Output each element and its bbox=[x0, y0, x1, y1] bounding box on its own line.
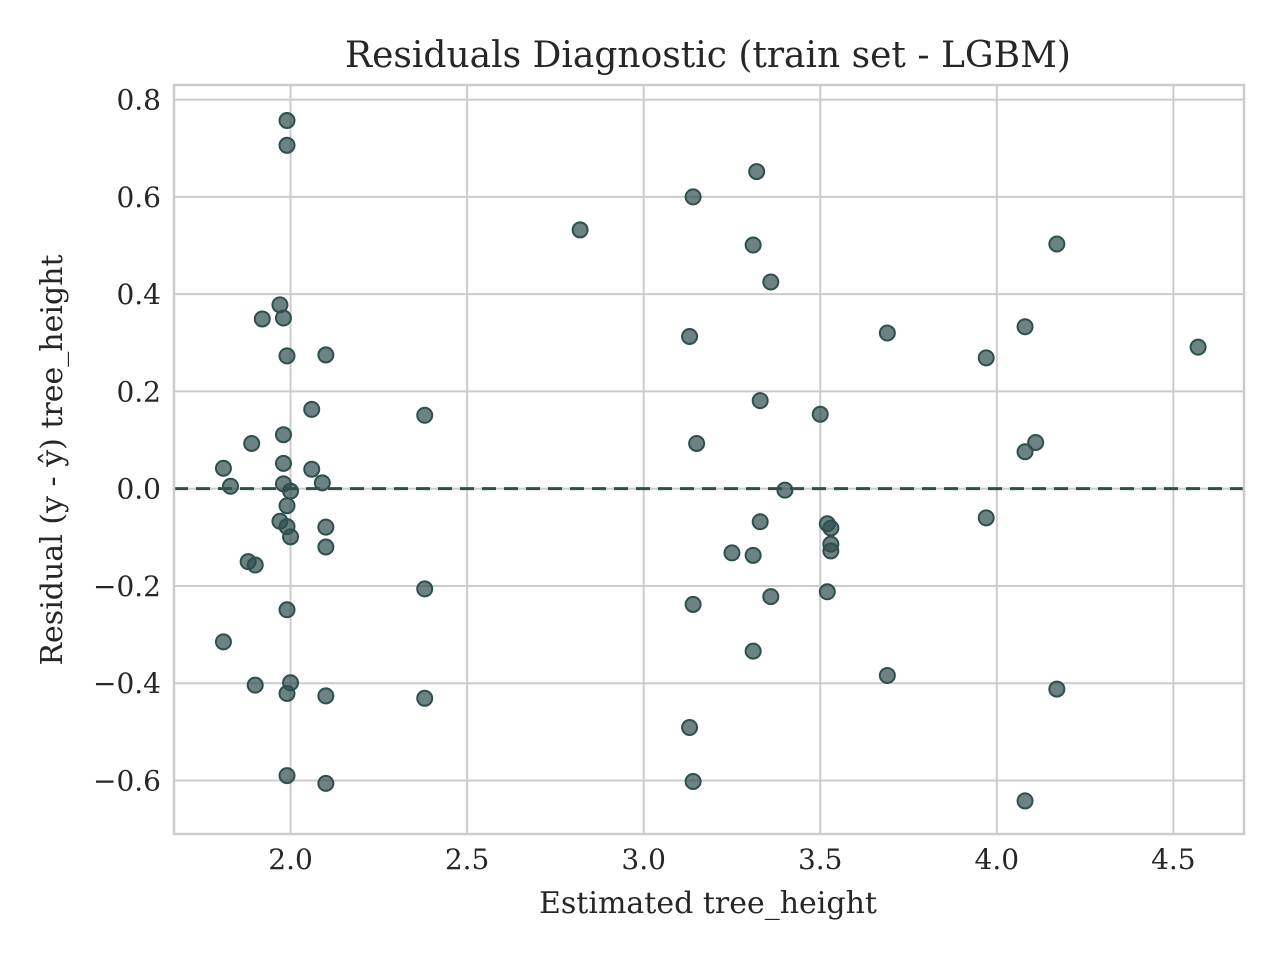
data-points bbox=[214, 112, 1207, 810]
data-point bbox=[317, 518, 335, 536]
x-tick-labels: 2.0 2.5 3.0 3.5 4.0 4.5 bbox=[268, 843, 1195, 876]
data-point bbox=[253, 310, 271, 328]
data-point bbox=[776, 481, 794, 499]
chart-title: Residuals Diagnostic (train set - LGBM) bbox=[345, 35, 1071, 76]
data-point bbox=[684, 188, 702, 206]
data-point bbox=[246, 556, 264, 574]
data-point bbox=[214, 633, 232, 651]
data-point bbox=[1027, 433, 1045, 451]
data-point bbox=[751, 513, 769, 531]
data-point bbox=[822, 519, 840, 537]
data-point bbox=[416, 580, 434, 598]
data-point bbox=[751, 392, 769, 410]
data-point bbox=[744, 236, 762, 254]
y-tick-label: 0.8 bbox=[116, 84, 161, 117]
x-tick-label: 4.0 bbox=[975, 843, 1020, 876]
data-point bbox=[878, 324, 896, 342]
data-point bbox=[1016, 792, 1034, 810]
x-axis-label: Estimated tree_height bbox=[539, 886, 877, 921]
data-point bbox=[317, 346, 335, 364]
data-point bbox=[1048, 235, 1066, 253]
plot-frame bbox=[172, 83, 1246, 836]
data-point bbox=[246, 676, 264, 694]
x-tick-label: 2.0 bbox=[268, 843, 313, 876]
data-point bbox=[278, 112, 296, 130]
data-point bbox=[274, 309, 292, 327]
x-tick-label: 4.5 bbox=[1151, 843, 1196, 876]
data-point bbox=[278, 136, 296, 154]
data-point bbox=[818, 583, 836, 601]
data-point bbox=[317, 774, 335, 792]
data-point bbox=[748, 163, 766, 181]
data-point bbox=[688, 434, 706, 452]
data-point bbox=[303, 400, 321, 418]
data-point bbox=[1016, 443, 1034, 461]
data-point bbox=[313, 474, 331, 492]
data-point bbox=[571, 221, 589, 239]
data-point bbox=[303, 460, 321, 478]
y-tick-label: 0.4 bbox=[116, 278, 161, 311]
y-tick-label: −0.2 bbox=[93, 570, 161, 603]
y-tick-labels: 0.8 0.6 0.4 0.2 0.0 −0.2 −0.4 −0.6 bbox=[93, 84, 161, 798]
data-point bbox=[681, 718, 699, 736]
data-point bbox=[878, 666, 896, 684]
data-point bbox=[282, 528, 300, 546]
data-point bbox=[744, 546, 762, 564]
y-tick-label: 0.6 bbox=[116, 181, 161, 214]
data-point bbox=[416, 689, 434, 707]
data-point bbox=[274, 426, 292, 444]
data-point bbox=[681, 327, 699, 345]
x-tick-label: 3.0 bbox=[621, 843, 666, 876]
data-point bbox=[1189, 338, 1207, 356]
data-point bbox=[977, 349, 995, 367]
y-tick-label: −0.4 bbox=[93, 667, 161, 700]
data-point bbox=[762, 273, 780, 291]
data-point bbox=[762, 588, 780, 606]
data-point bbox=[1048, 680, 1066, 698]
data-point bbox=[822, 542, 840, 560]
y-tick-label: −0.6 bbox=[93, 765, 161, 798]
y-tick-label: 0.2 bbox=[116, 375, 161, 408]
data-point bbox=[278, 497, 296, 515]
data-point bbox=[282, 482, 300, 500]
data-point bbox=[274, 454, 292, 472]
data-point bbox=[214, 459, 232, 477]
data-point bbox=[317, 538, 335, 556]
data-point bbox=[977, 509, 995, 527]
data-point bbox=[278, 601, 296, 619]
y-axis-label: Residual (y - ŷ) tree_height bbox=[35, 254, 70, 665]
y-tick-label: 0.0 bbox=[116, 473, 161, 506]
data-point bbox=[684, 595, 702, 613]
data-point bbox=[416, 406, 434, 424]
x-tick-label: 2.5 bbox=[445, 843, 490, 876]
data-point bbox=[1016, 318, 1034, 336]
data-point bbox=[243, 434, 261, 452]
x-tick-label: 3.5 bbox=[798, 843, 843, 876]
data-point bbox=[684, 772, 702, 790]
data-point bbox=[278, 347, 296, 365]
data-point bbox=[744, 642, 762, 660]
data-point bbox=[723, 544, 741, 562]
data-point bbox=[278, 767, 296, 785]
data-point bbox=[317, 687, 335, 705]
data-point bbox=[811, 405, 829, 423]
data-point bbox=[278, 684, 296, 702]
data-point bbox=[222, 477, 240, 495]
